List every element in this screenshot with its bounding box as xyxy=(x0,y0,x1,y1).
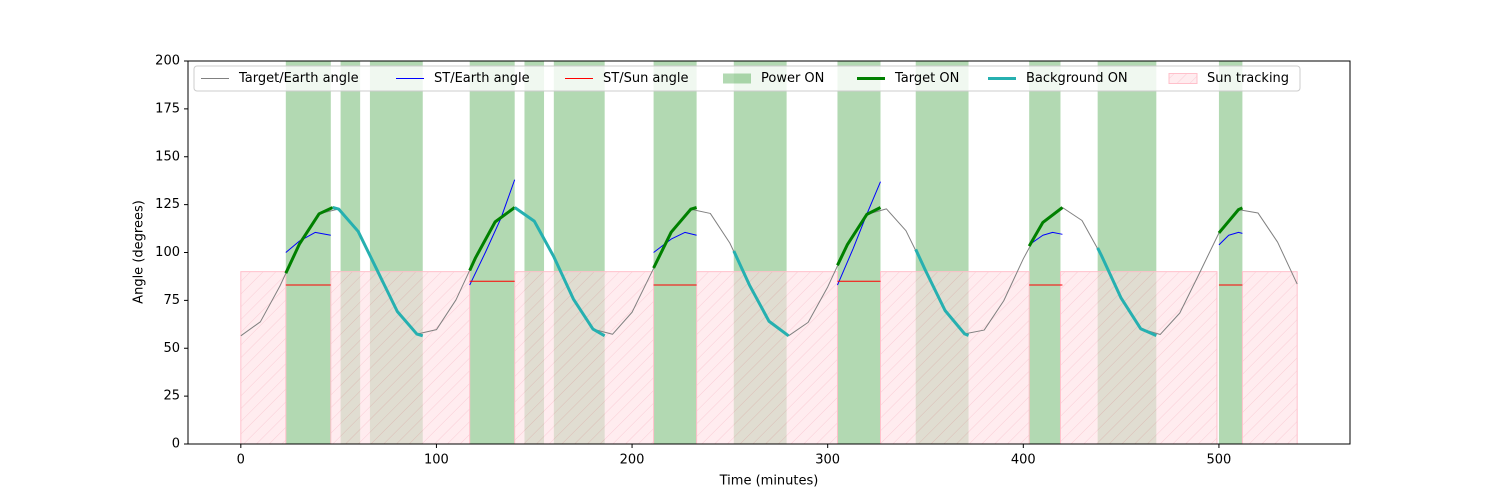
sun-span xyxy=(330,271,471,445)
y-axis-label: Angle (degrees) xyxy=(132,200,147,304)
power-span xyxy=(469,61,515,444)
series-line xyxy=(285,179,1243,286)
y-tick-label: 150 xyxy=(155,149,180,164)
x-tick-label: 500 xyxy=(1207,453,1232,468)
x-tick-label: 0 xyxy=(237,453,245,468)
plot-area xyxy=(240,61,1298,445)
y-tick-label: 100 xyxy=(155,245,180,260)
series-line xyxy=(284,206,1244,274)
legend-swatch xyxy=(723,73,751,84)
series-line xyxy=(332,206,1157,338)
legend-label: Power ON xyxy=(761,71,824,86)
y-tick-label: 75 xyxy=(163,293,180,308)
power-span xyxy=(1218,61,1243,444)
x-axis-label: Time (minutes) xyxy=(719,474,819,489)
legend-label: Target/Earth angle xyxy=(238,71,359,86)
x-tick-label: 300 xyxy=(815,453,840,468)
sun-span xyxy=(1059,271,1218,445)
legend: Target/Earth angle ST/Earth angle ST/Sun a… xyxy=(193,65,1301,92)
legend-label: Sun tracking xyxy=(1207,71,1289,86)
y-tick-label: 125 xyxy=(155,197,180,212)
sun-span xyxy=(880,271,1030,445)
legend-label: Background ON xyxy=(1026,71,1128,86)
sun-span xyxy=(514,271,655,445)
legend-swatch xyxy=(1168,73,1198,84)
y-tick-label: 175 xyxy=(155,101,180,116)
sun-span xyxy=(1241,271,1298,445)
sun-span xyxy=(696,271,838,445)
y-tick-label: 200 xyxy=(155,54,180,69)
legend-box xyxy=(193,65,1301,92)
x-tick-label: 400 xyxy=(1011,453,1036,468)
y-tick-label: 0 xyxy=(172,437,180,452)
sun-span xyxy=(240,271,287,445)
legend-label: Target ON xyxy=(894,71,959,86)
power-span xyxy=(285,61,331,444)
y-tick-label: 50 xyxy=(163,341,180,356)
x-tick-label: 100 xyxy=(424,453,449,468)
power-span xyxy=(1029,61,1061,444)
y-tick-label: 25 xyxy=(163,389,180,404)
legend-label: ST/Earth angle xyxy=(434,71,530,86)
x-tick-label: 200 xyxy=(620,453,645,468)
legend-label: ST/Sun angle xyxy=(603,71,689,86)
series-line xyxy=(285,280,1243,286)
